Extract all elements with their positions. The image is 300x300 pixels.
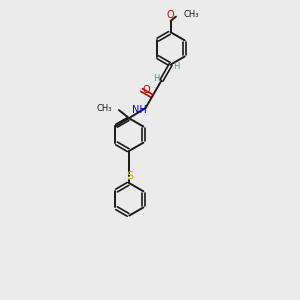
Text: S: S — [126, 171, 134, 181]
Text: O: O — [142, 85, 150, 95]
Text: CH₃: CH₃ — [183, 10, 199, 19]
Text: H: H — [153, 74, 159, 83]
Text: H: H — [173, 61, 179, 70]
Text: CH₃: CH₃ — [96, 104, 112, 113]
Text: NH: NH — [132, 105, 147, 115]
Text: O: O — [167, 10, 174, 20]
